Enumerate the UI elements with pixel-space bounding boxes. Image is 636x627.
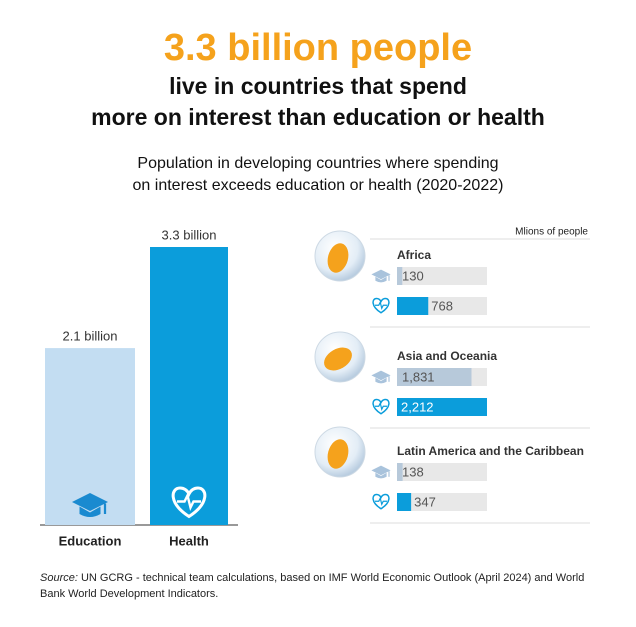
globe-land [327,243,349,273]
health-icon [372,297,390,314]
bar [150,247,228,525]
unit-label: Mlions of people [515,227,588,238]
source-text: Bank World Development Indicators. [40,588,218,600]
value-label: 138 [402,464,424,479]
education-icon [72,493,108,517]
icon-shape [375,300,387,310]
icon-shape [375,377,387,384]
icon-shape [375,472,387,479]
value-label: 347 [414,494,436,509]
x-tick-label: Education [59,533,122,548]
category-label: Latin America and the Caribbean [397,444,584,458]
bar-track [397,267,487,285]
bar-track [397,463,487,481]
health-icon [372,493,390,510]
icon-shape [72,493,108,511]
globe-land [327,439,349,469]
education-icon [371,370,391,384]
bar [397,493,412,511]
chart-title: on interest exceeds education or health … [133,177,504,194]
value-label: 2.1 billion [63,329,118,344]
chart-title: Population in developing countries where… [137,155,498,172]
icon-shape [375,401,387,411]
icon-shape [371,370,391,381]
value-label: 2,212 [401,399,434,414]
category-label: Africa [397,248,431,262]
bar [397,398,487,416]
source-label: Source: [40,572,78,584]
bar [397,267,403,285]
icon-shape [371,269,391,280]
education-icon [371,465,391,479]
education-icon [371,269,391,283]
subtitle: live in countries that spend [169,73,467,99]
bar [397,463,403,481]
icon-shape [375,276,387,283]
icon-shape [79,506,101,517]
value-label: 768 [431,298,453,313]
health-icon [372,398,390,415]
icon-shape [372,493,390,510]
health-icon [171,486,207,519]
icon-shape [177,492,201,511]
icon-shape [171,486,207,519]
bar-track [397,493,487,511]
source: Source: UN GCRG - technical team calcula… [40,572,584,584]
icon-shape [372,297,390,314]
source-text: UN GCRG - technical team calculations, b… [81,572,584,584]
icon-shape [371,465,391,476]
value-label: 1,831 [402,369,435,384]
x-tick-label: Health [169,533,209,548]
globe-land [324,347,352,371]
bar [397,368,472,386]
value-label: 3.3 billion [162,227,217,242]
value-label: 130 [402,268,424,283]
category-label: Asia and Oceania [397,349,497,363]
icon-shape [375,496,387,506]
icon-shape [372,398,390,415]
bar [397,297,429,315]
title: 3.3 billion people [164,27,472,69]
subtitle: more on interest than education or healt… [91,104,545,130]
